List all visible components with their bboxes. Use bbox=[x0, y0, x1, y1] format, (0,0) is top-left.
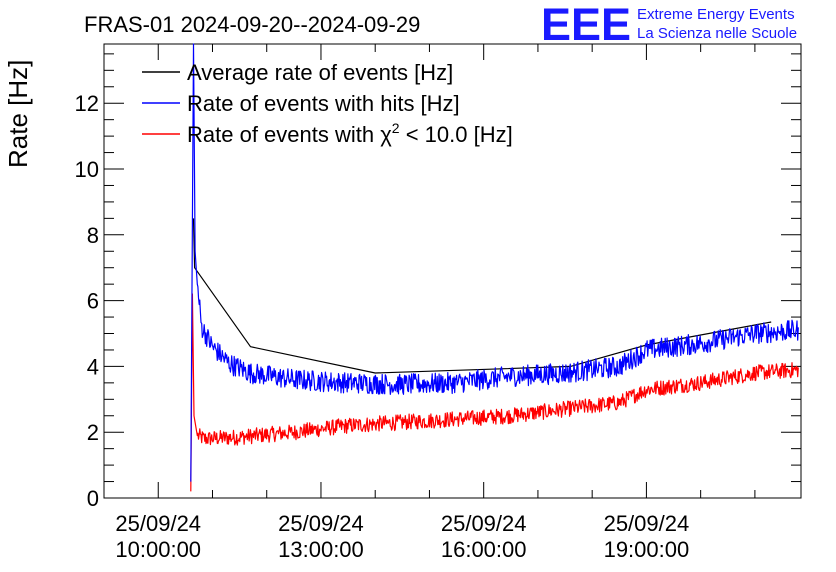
chart-title: FRAS-01 2024-09-20--2024-09-29 bbox=[84, 12, 420, 37]
eee-logo: EEE bbox=[541, 0, 631, 50]
y-tick-label: 8 bbox=[87, 223, 99, 248]
legend-label-avg: Average rate of events [Hz] bbox=[187, 60, 453, 85]
legend-chi2-suffix: < 10.0 [Hz] bbox=[400, 122, 513, 147]
series-line bbox=[190, 293, 799, 492]
x-tick-label-date: 25/09/24 bbox=[278, 511, 364, 536]
legend-label-chi2: Rate of events with χ2 < 10.0 [Hz] bbox=[187, 120, 513, 147]
legend-chi2-prefix: Rate of events with bbox=[187, 122, 380, 147]
x-tick-label-time: 16:00:00 bbox=[441, 537, 527, 562]
y-tick-label: 6 bbox=[87, 289, 99, 314]
legend: Average rate of events [Hz] Rate of even… bbox=[142, 60, 513, 147]
legend-chi2-exponent: 2 bbox=[392, 120, 400, 136]
x-tick-label-date: 25/09/24 bbox=[441, 511, 527, 536]
series-line bbox=[192, 218, 772, 374]
x-tick-label-time: 19:00:00 bbox=[604, 537, 690, 562]
logo-org-line1: Extreme Energy Events bbox=[637, 6, 795, 23]
x-tick-label-time: 13:00:00 bbox=[278, 537, 364, 562]
plot-frame bbox=[103, 43, 802, 499]
series-layer bbox=[190, 43, 799, 492]
legend-label-hits: Rate of events with hits [Hz] bbox=[187, 91, 460, 116]
y-tick-label: 0 bbox=[87, 486, 99, 511]
y-axis-label: Rate [Hz] bbox=[3, 60, 33, 168]
series-line bbox=[190, 43, 799, 482]
logo-org-line2: La Scienza nelle Scuole bbox=[637, 25, 797, 42]
axes: 02468101225/09/2410:00:0025/09/2413:00:0… bbox=[75, 44, 801, 562]
x-tick-label-date: 25/09/24 bbox=[604, 511, 690, 536]
x-tick-label-date: 25/09/24 bbox=[115, 511, 201, 536]
y-tick-label: 10 bbox=[75, 157, 99, 182]
legend-chi2-symbol: χ bbox=[380, 122, 392, 147]
y-tick-label: 12 bbox=[75, 91, 99, 116]
y-tick-label: 4 bbox=[87, 354, 99, 379]
y-tick-label: 2 bbox=[87, 420, 99, 445]
x-tick-label-time: 10:00:00 bbox=[115, 537, 201, 562]
